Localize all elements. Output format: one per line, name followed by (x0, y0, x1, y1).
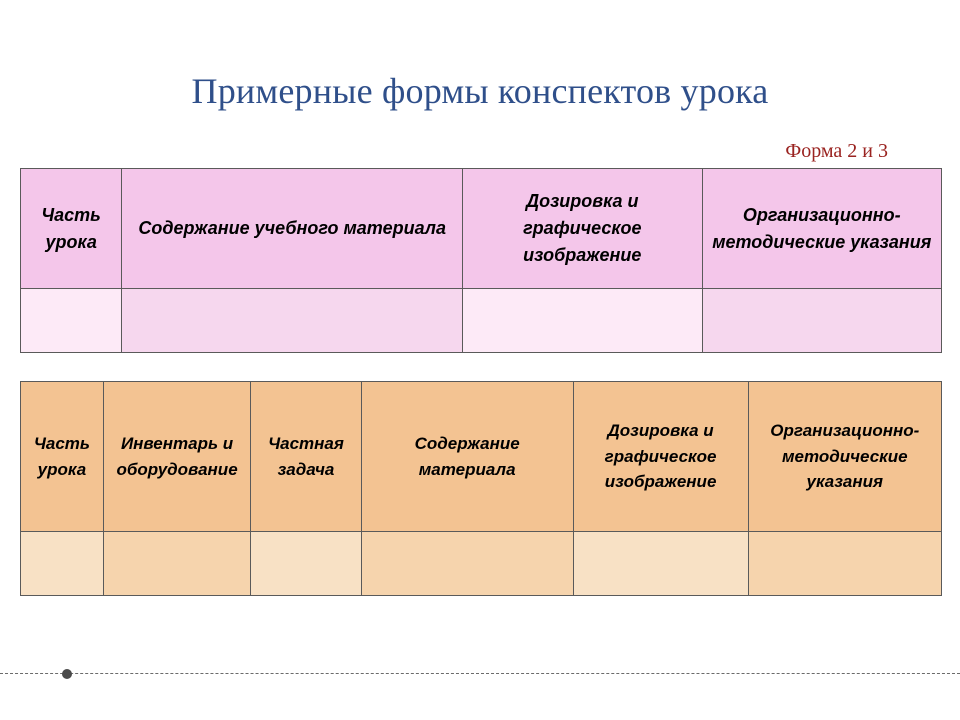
table-cell (748, 532, 941, 596)
table-cell (21, 289, 122, 353)
col-header: Содержание учебного материала (122, 169, 463, 289)
table-form-2: Часть урока Содержание учебного материал… (20, 168, 942, 353)
slide: Примерные формы конспектов урока Форма 2… (0, 0, 960, 720)
decorative-divider (0, 673, 960, 674)
col-header: Часть урока (21, 169, 122, 289)
col-header: Организационно-методические указания (748, 382, 941, 532)
table-header-row: Часть урока Содержание учебного материал… (21, 169, 942, 289)
col-header: Дозировка и графическое изображение (573, 382, 748, 532)
decorative-dot-icon (62, 669, 72, 679)
col-header: Организационно-методические указания (702, 169, 941, 289)
table-cell (21, 532, 104, 596)
col-header: Содержание материала (361, 382, 573, 532)
table-row (21, 532, 942, 596)
table-gap (20, 353, 942, 381)
col-header: Часть урока (21, 382, 104, 532)
table-row (21, 289, 942, 353)
tables-wrap: Часть урока Содержание учебного материал… (20, 168, 942, 596)
table-cell (251, 532, 362, 596)
table-cell (103, 532, 250, 596)
table-cell (361, 532, 573, 596)
table-form-3: Часть урока Инвентарь и оборудование Час… (20, 381, 942, 596)
table-header-row: Часть урока Инвентарь и оборудование Час… (21, 382, 942, 532)
col-header: Частная задача (251, 382, 362, 532)
table-cell (702, 289, 941, 353)
subtitle: Форма 2 и 3 (785, 140, 888, 163)
table-cell (122, 289, 463, 353)
table-cell (463, 289, 702, 353)
col-header: Инвентарь и оборудование (103, 382, 250, 532)
col-header: Дозировка и графическое изображение (463, 169, 702, 289)
table-cell (573, 532, 748, 596)
page-title: Примерные формы конспектов урока (0, 70, 960, 112)
